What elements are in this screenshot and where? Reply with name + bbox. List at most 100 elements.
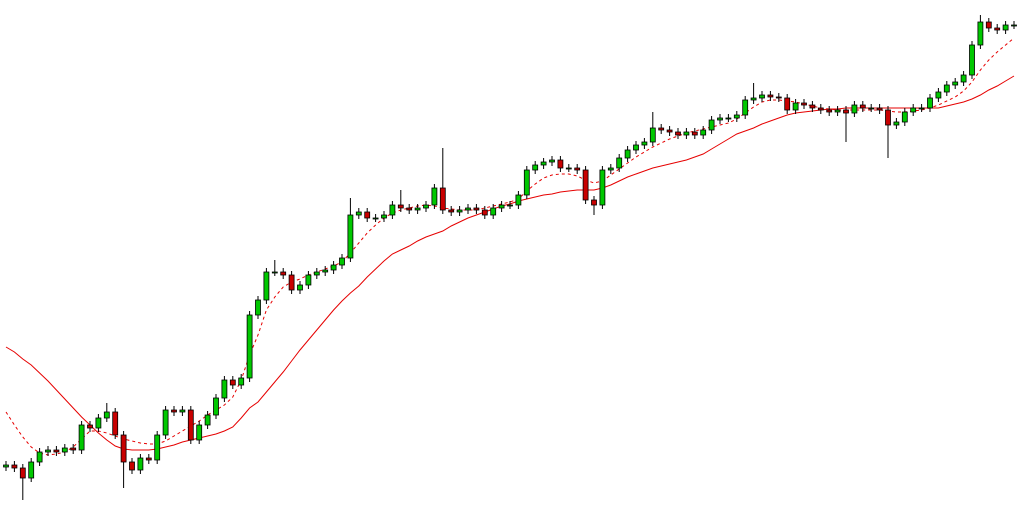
candle-body <box>481 209 488 216</box>
candle-body <box>103 411 110 419</box>
candle-body <box>700 129 707 136</box>
candle-body <box>53 449 60 453</box>
candle-body <box>641 141 648 146</box>
candle-body <box>624 149 631 159</box>
candle-body <box>767 94 774 98</box>
candle-body <box>868 107 875 110</box>
candle-body <box>515 194 522 206</box>
candle-body <box>901 111 908 123</box>
candle-body <box>834 109 841 113</box>
candle-body <box>87 424 93 429</box>
candle-body <box>507 204 513 207</box>
candle-body <box>809 104 816 109</box>
candle-body <box>448 209 455 213</box>
candle-body <box>406 207 413 211</box>
candle-body <box>885 109 891 126</box>
candle-body <box>523 169 530 196</box>
candle-body <box>691 131 698 136</box>
candle-body <box>658 127 665 131</box>
candle-body <box>851 104 858 114</box>
candle-body <box>927 97 933 109</box>
candle-body <box>649 127 656 143</box>
candle-body <box>280 271 287 276</box>
candle-body <box>255 299 261 316</box>
candle-body <box>977 21 984 46</box>
candle-body <box>45 449 51 453</box>
candle-body <box>490 207 497 216</box>
candle-body <box>355 211 362 216</box>
candle-body <box>11 464 18 469</box>
candle-body <box>238 377 245 386</box>
candle-body <box>129 461 135 471</box>
candle-body <box>893 121 900 126</box>
candle-body <box>801 102 807 106</box>
candle-body <box>918 107 925 110</box>
candle-body <box>28 461 35 479</box>
candle-body <box>372 217 379 220</box>
candle-body <box>36 451 43 463</box>
candle-body <box>616 157 623 169</box>
candle-body <box>3 464 9 468</box>
candle-body <box>540 161 547 166</box>
candle-body <box>246 314 253 379</box>
candle-body <box>213 397 219 416</box>
candle-body <box>347 214 354 259</box>
candle-body <box>666 129 673 133</box>
candle-body <box>389 204 396 216</box>
candle-body <box>204 414 211 426</box>
moving-average-line <box>5 75 1015 451</box>
candle-body <box>137 457 144 471</box>
candle-body <box>330 264 337 271</box>
candle-body <box>994 27 1001 31</box>
candle-body <box>759 94 765 99</box>
candle-body <box>162 409 169 436</box>
candle-body <box>985 21 992 29</box>
candle-body <box>221 379 228 399</box>
candle-body <box>633 144 639 151</box>
candle-body <box>288 274 295 291</box>
moving-average-line <box>5 37 1015 456</box>
candle-body <box>675 131 681 136</box>
candle-body <box>70 447 77 451</box>
candle-body <box>935 91 942 99</box>
candle-body <box>187 409 194 441</box>
candle-body <box>95 417 102 429</box>
candle-body <box>876 107 883 111</box>
candle-body <box>775 96 782 99</box>
candle-body <box>591 199 597 206</box>
candle-body <box>339 257 345 266</box>
candle-body <box>423 204 429 209</box>
candle-body <box>154 434 161 461</box>
candle-body <box>322 269 329 273</box>
candle-body <box>549 159 555 163</box>
candle-body <box>969 44 975 76</box>
candle-body <box>725 117 732 120</box>
candle-body <box>565 167 572 170</box>
candle-body <box>498 204 505 209</box>
candle-body <box>61 447 68 453</box>
candle-body <box>465 207 471 211</box>
candle-body <box>414 207 421 211</box>
candle-body <box>179 409 186 413</box>
candle-body <box>532 164 539 171</box>
candle-body <box>599 169 606 206</box>
candle-body <box>843 109 849 114</box>
candle-body <box>557 159 564 169</box>
candle-body <box>313 271 320 276</box>
candle-body <box>733 114 740 119</box>
candle-body <box>364 211 371 219</box>
candle-body <box>960 74 967 83</box>
candle-body <box>750 97 757 101</box>
candle-body <box>381 214 387 219</box>
candle-body <box>859 104 866 109</box>
candle-body <box>952 81 959 86</box>
candle-body <box>456 209 463 213</box>
candle-body <box>78 424 85 451</box>
candle-body <box>582 169 589 201</box>
candle-body <box>1011 24 1017 27</box>
candle-body <box>742 99 749 116</box>
candle-body <box>120 434 127 463</box>
candle-body <box>784 97 791 111</box>
